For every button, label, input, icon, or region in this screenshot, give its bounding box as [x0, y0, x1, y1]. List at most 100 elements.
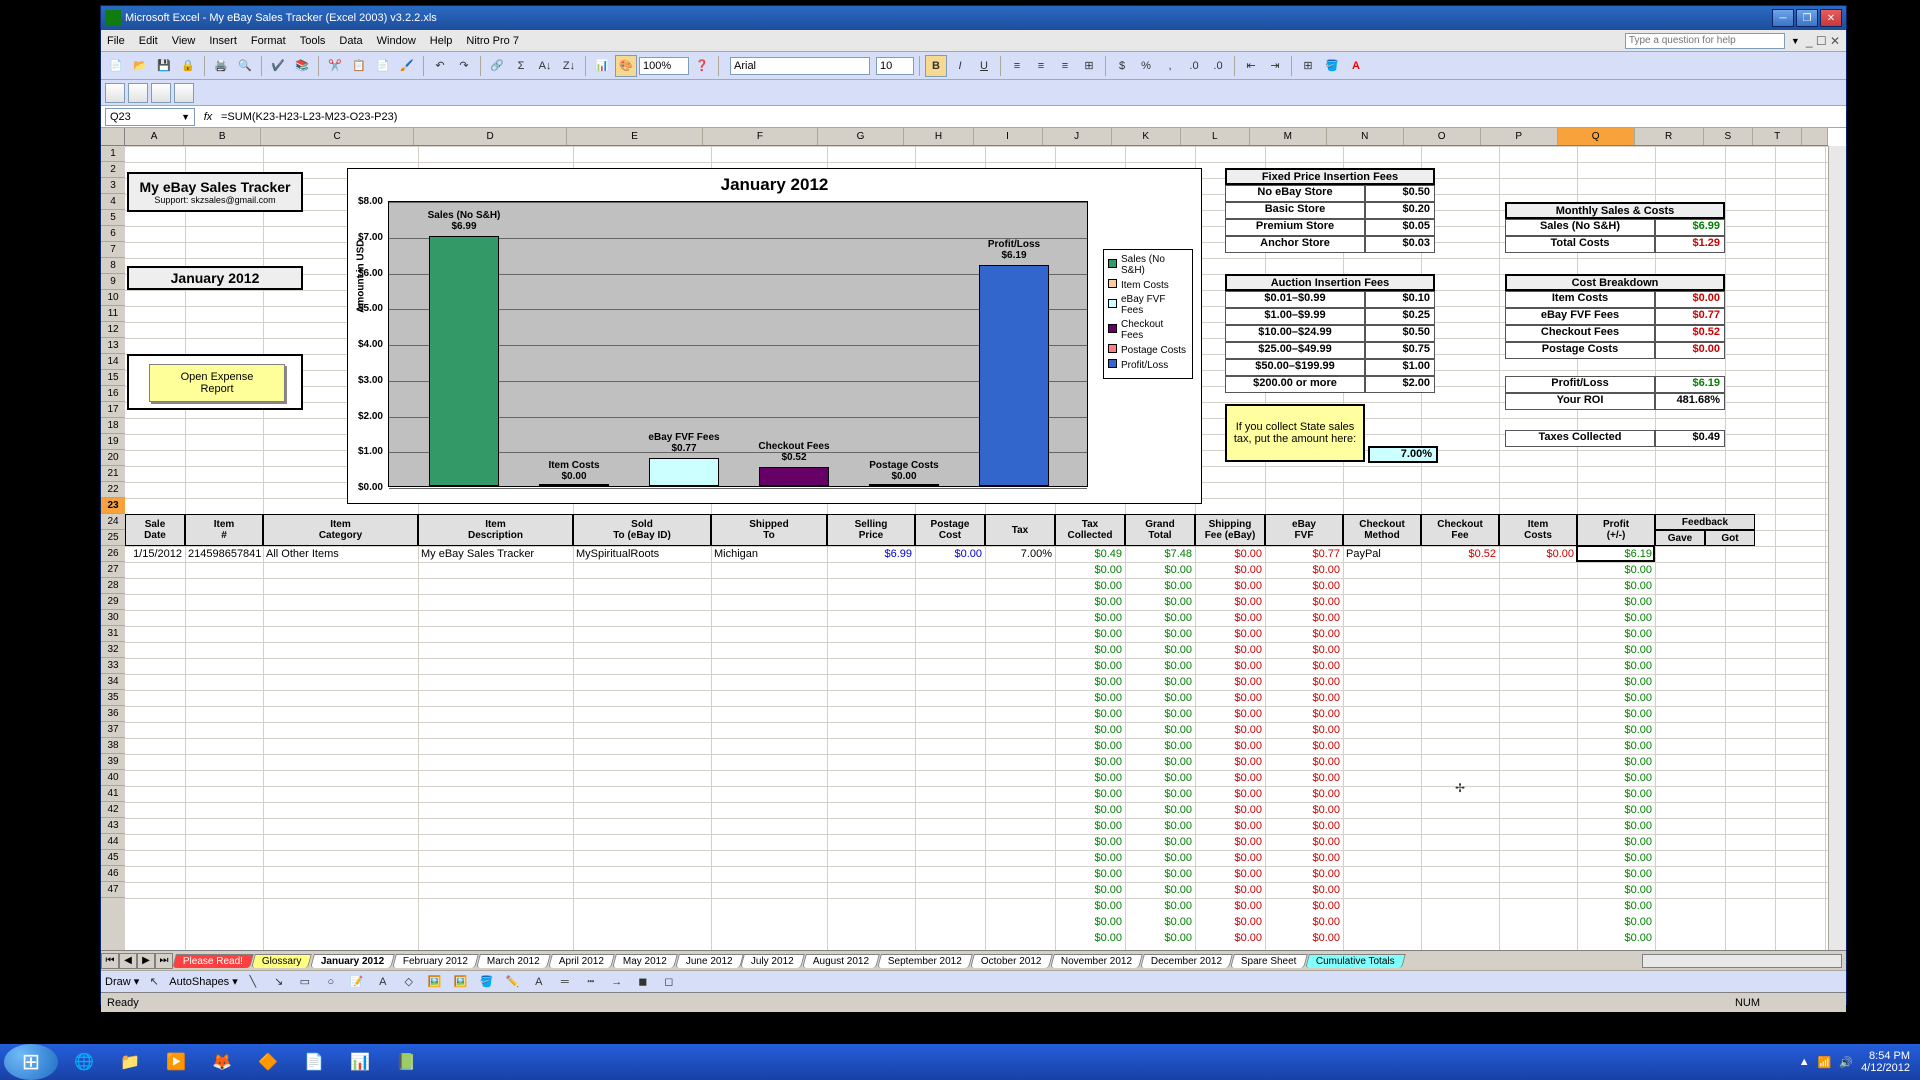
sheet-tab[interactable]: December 2012	[1140, 954, 1233, 968]
oval-icon[interactable]: ○	[320, 971, 342, 993]
underline-button[interactable]: U	[973, 55, 995, 77]
draw-menu[interactable]: Draw ▾	[105, 975, 139, 988]
sheet-tab[interactable]: Glossary	[251, 954, 312, 968]
menu-help[interactable]: Help	[430, 35, 453, 47]
diagram-icon[interactable]: ◇	[398, 971, 420, 993]
tab-last-icon[interactable]: ⏭	[155, 953, 173, 969]
menu-insert[interactable]: Insert	[209, 35, 237, 47]
spell-icon[interactable]: ✔️	[267, 55, 289, 77]
3d-icon[interactable]: ◻	[658, 971, 680, 993]
font-color-icon[interactable]: A	[1345, 55, 1367, 77]
format-painter-icon[interactable]: 🖌️	[396, 55, 418, 77]
line-style-icon[interactable]: ═	[554, 971, 576, 993]
menu-format[interactable]: Format	[251, 35, 286, 47]
sheet-tab[interactable]: Spare Sheet	[1230, 954, 1307, 968]
sheet-tab[interactable]: November 2012	[1050, 954, 1143, 968]
autosum-icon[interactable]: Σ	[510, 55, 532, 77]
nitro-btn4[interactable]	[174, 83, 194, 103]
taskbar-explorer-icon[interactable]: 📁	[110, 1048, 150, 1076]
indent-inc-icon[interactable]: ⇥	[1264, 55, 1286, 77]
sheet-tab[interactable]: March 2012	[476, 954, 551, 968]
taskbar-firefox-icon[interactable]: 🦊	[202, 1048, 242, 1076]
sort-desc-icon[interactable]: Z↓	[558, 55, 580, 77]
align-left-icon[interactable]: ≡	[1006, 55, 1028, 77]
menu-tools[interactable]: Tools	[300, 35, 326, 47]
copy-icon[interactable]: 📋	[348, 55, 370, 77]
italic-button[interactable]: I	[949, 55, 971, 77]
chart-icon[interactable]: 📊	[591, 55, 613, 77]
tray-network-icon[interactable]: 📶	[1818, 1056, 1832, 1069]
shadow-icon[interactable]: ◼	[632, 971, 654, 993]
font-color-draw-icon[interactable]: A	[528, 971, 550, 993]
fill-color-icon[interactable]: 🪣	[1321, 55, 1343, 77]
formula-input[interactable]: =SUM(K23-H23-L23-M23-O23-P23)	[217, 111, 1846, 123]
chart-area[interactable]: January 2012 Amount in USD $0.00$1.00$2.…	[347, 168, 1202, 504]
cut-icon[interactable]: ✂️	[324, 55, 346, 77]
borders-icon[interactable]: ⊞	[1297, 55, 1319, 77]
paste-icon[interactable]: 📄	[372, 55, 394, 77]
open-icon[interactable]: 📂	[129, 55, 151, 77]
save-icon[interactable]: 💾	[153, 55, 175, 77]
menu-edit[interactable]: Edit	[139, 35, 158, 47]
tab-first-icon[interactable]: ⏮	[101, 953, 119, 969]
sheet-tab[interactable]: Cumulative Totals	[1305, 954, 1406, 968]
taskbar-media-icon[interactable]: ▶️	[156, 1048, 196, 1076]
tab-prev-icon[interactable]: ◀	[119, 953, 137, 969]
research-icon[interactable]: 📚	[291, 55, 313, 77]
minimize-button[interactable]: ─	[1772, 9, 1794, 27]
arrow-style-icon[interactable]: →	[606, 971, 628, 993]
redo-icon[interactable]: ↷	[453, 55, 475, 77]
sheet-tab[interactable]: Please Read!	[172, 954, 254, 968]
decimal-dec-icon[interactable]: .0	[1207, 55, 1229, 77]
zoom-dropdown[interactable]: 100%	[639, 57, 689, 75]
bold-button[interactable]: B	[925, 55, 947, 77]
sheet-tab[interactable]: February 2012	[392, 954, 479, 968]
start-button[interactable]: ⊞	[4, 1044, 58, 1080]
sort-asc-icon[interactable]: A↓	[534, 55, 556, 77]
menu-window[interactable]: Window	[377, 35, 416, 47]
select-objects-icon[interactable]: ↖	[143, 971, 165, 993]
open-expense-button[interactable]: Open ExpenseReport	[149, 364, 285, 402]
maximize-button[interactable]: ❐	[1796, 9, 1818, 27]
taskbar-app3-icon[interactable]: 📊	[340, 1048, 380, 1076]
font-dropdown[interactable]: Arial	[730, 57, 870, 75]
merge-icon[interactable]: ⊞	[1078, 55, 1100, 77]
dash-style-icon[interactable]: ┅	[580, 971, 602, 993]
menu-dropdown-icon[interactable]: ▼	[1791, 36, 1800, 46]
wordart-icon[interactable]: A	[372, 971, 394, 993]
horizontal-scrollbar[interactable]	[1642, 954, 1842, 968]
taskbar-ie-icon[interactable]: 🌐	[64, 1048, 104, 1076]
fill-color-draw-icon[interactable]: 🪣	[476, 971, 498, 993]
sheet-tab[interactable]: May 2012	[612, 954, 678, 968]
nitro-btn3[interactable]	[151, 83, 171, 103]
rectangle-icon[interactable]: ▭	[294, 971, 316, 993]
vertical-scrollbar[interactable]	[1828, 146, 1846, 950]
fx-label[interactable]: fx	[199, 111, 217, 123]
picture-icon[interactable]: 🖼️	[450, 971, 472, 993]
taskbar-app1-icon[interactable]: 🔶	[248, 1048, 288, 1076]
taskbar-excel-icon[interactable]: 📗	[386, 1048, 426, 1076]
help-icon[interactable]: ❓	[691, 55, 713, 77]
line-icon[interactable]: ╲	[242, 971, 264, 993]
close-button[interactable]: ✕	[1820, 9, 1842, 27]
comma-icon[interactable]: ,	[1159, 55, 1181, 77]
sheet-tabs[interactable]: ⏮ ◀ ▶ ⏭ Please Read!GlossaryJanuary 2012…	[101, 950, 1846, 970]
sheet-tab[interactable]: October 2012	[970, 954, 1052, 968]
column-headers[interactable]: ABCDEFGHIJKLMNOPQRST	[125, 128, 1828, 146]
clipart-icon[interactable]: 🖼️	[424, 971, 446, 993]
tray-volume-icon[interactable]: 🔊	[1839, 1056, 1853, 1069]
align-center-icon[interactable]: ≡	[1030, 55, 1052, 77]
taskbar-app2-icon[interactable]: 📄	[294, 1048, 334, 1076]
name-box[interactable]: Q23▼	[105, 108, 195, 126]
menu-nitro[interactable]: Nitro Pro 7	[466, 35, 519, 47]
arrow-icon[interactable]: ↘	[268, 971, 290, 993]
menu-file[interactable]: File	[107, 35, 125, 47]
tray-icon[interactable]: ▲	[1799, 1056, 1810, 1068]
menu-view[interactable]: View	[172, 35, 196, 47]
preview-icon[interactable]: 🔍	[234, 55, 256, 77]
select-all-corner[interactable]	[101, 128, 125, 146]
font-size-dropdown[interactable]: 10	[876, 57, 914, 75]
decimal-inc-icon[interactable]: .0	[1183, 55, 1205, 77]
autoshapes-menu[interactable]: AutoShapes ▾	[169, 975, 238, 988]
print-icon[interactable]: 🖨️	[210, 55, 232, 77]
